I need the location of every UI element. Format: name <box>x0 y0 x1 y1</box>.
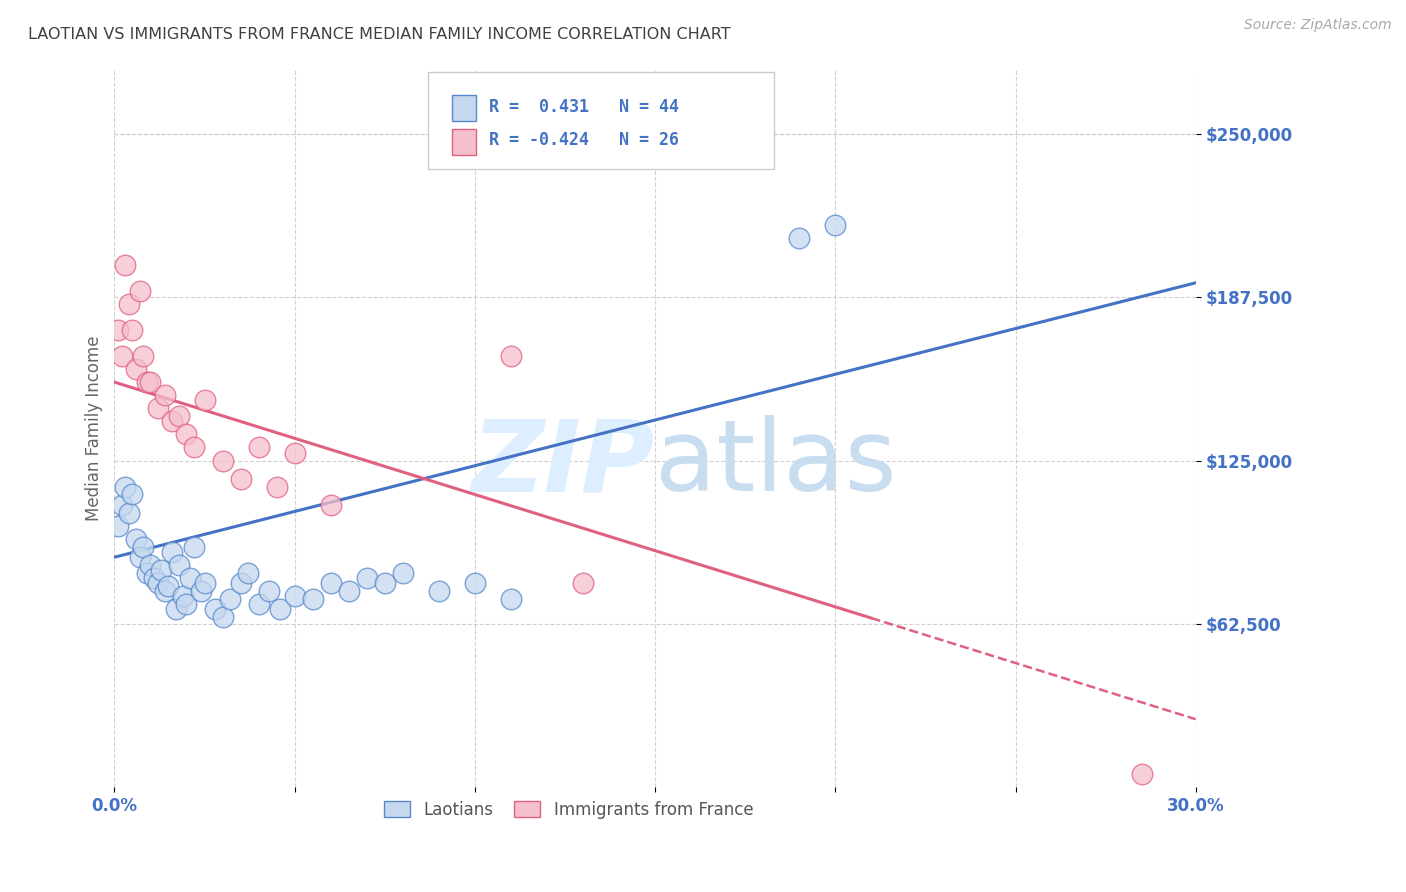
Point <box>118 506 141 520</box>
Point <box>183 441 205 455</box>
Point <box>374 576 396 591</box>
Point <box>284 590 307 604</box>
Point <box>118 296 141 310</box>
Point <box>824 219 846 233</box>
Point <box>319 498 342 512</box>
Point <box>247 597 270 611</box>
Text: LAOTIAN VS IMMIGRANTS FROM FRANCE MEDIAN FAMILY INCOME CORRELATION CHART: LAOTIAN VS IMMIGRANTS FROM FRANCE MEDIAN… <box>28 27 731 42</box>
Point <box>121 487 143 501</box>
Point <box>229 576 252 591</box>
Point <box>125 532 148 546</box>
Y-axis label: Median Family Income: Median Family Income <box>86 335 103 521</box>
Legend: Laotians, Immigrants from France: Laotians, Immigrants from France <box>377 794 761 826</box>
Point <box>259 584 281 599</box>
Point <box>146 401 169 416</box>
Point <box>787 231 810 245</box>
Point <box>165 602 187 616</box>
Point <box>427 584 450 599</box>
Point <box>111 498 134 512</box>
Point <box>160 545 183 559</box>
Point <box>135 566 157 580</box>
Point <box>160 414 183 428</box>
Point <box>132 540 155 554</box>
Point <box>169 558 191 572</box>
Point <box>135 375 157 389</box>
Point <box>179 571 201 585</box>
Text: Source: ZipAtlas.com: Source: ZipAtlas.com <box>1244 18 1392 32</box>
Point <box>247 441 270 455</box>
Point <box>391 566 413 580</box>
Point <box>193 393 215 408</box>
Point <box>229 472 252 486</box>
Point <box>284 445 307 459</box>
Point <box>572 576 595 591</box>
FancyBboxPatch shape <box>451 95 475 121</box>
Point <box>153 584 176 599</box>
Point <box>121 323 143 337</box>
Point <box>172 590 194 604</box>
Point <box>211 610 233 624</box>
Point <box>236 566 259 580</box>
Point <box>125 362 148 376</box>
Point <box>128 284 150 298</box>
Point <box>183 540 205 554</box>
FancyBboxPatch shape <box>427 72 775 169</box>
Point <box>150 563 173 577</box>
Point <box>132 349 155 363</box>
Point <box>128 550 150 565</box>
Text: R =  0.431   N = 44: R = 0.431 N = 44 <box>488 97 679 116</box>
Point <box>193 576 215 591</box>
Point <box>190 584 212 599</box>
Point <box>143 571 166 585</box>
Point <box>176 597 198 611</box>
Point <box>157 579 180 593</box>
Point <box>107 519 129 533</box>
Point <box>266 480 288 494</box>
FancyBboxPatch shape <box>451 128 475 154</box>
Point <box>169 409 191 423</box>
Text: atlas: atlas <box>655 416 897 512</box>
Point <box>1130 767 1153 781</box>
Point <box>269 602 291 616</box>
Point <box>464 576 486 591</box>
Point <box>114 480 136 494</box>
Point <box>139 558 162 572</box>
Point <box>301 592 323 607</box>
Point <box>211 453 233 467</box>
Point <box>499 592 522 607</box>
Point <box>176 427 198 442</box>
Text: ZIP: ZIP <box>472 416 655 512</box>
Point <box>111 349 134 363</box>
Point <box>218 592 240 607</box>
Point <box>107 323 129 337</box>
Point <box>356 571 378 585</box>
Point <box>146 576 169 591</box>
Point <box>114 258 136 272</box>
Text: R = -0.424   N = 26: R = -0.424 N = 26 <box>488 131 679 149</box>
Point <box>499 349 522 363</box>
Point <box>319 576 342 591</box>
Point <box>139 375 162 389</box>
Point <box>337 584 360 599</box>
Point <box>153 388 176 402</box>
Point <box>204 602 226 616</box>
